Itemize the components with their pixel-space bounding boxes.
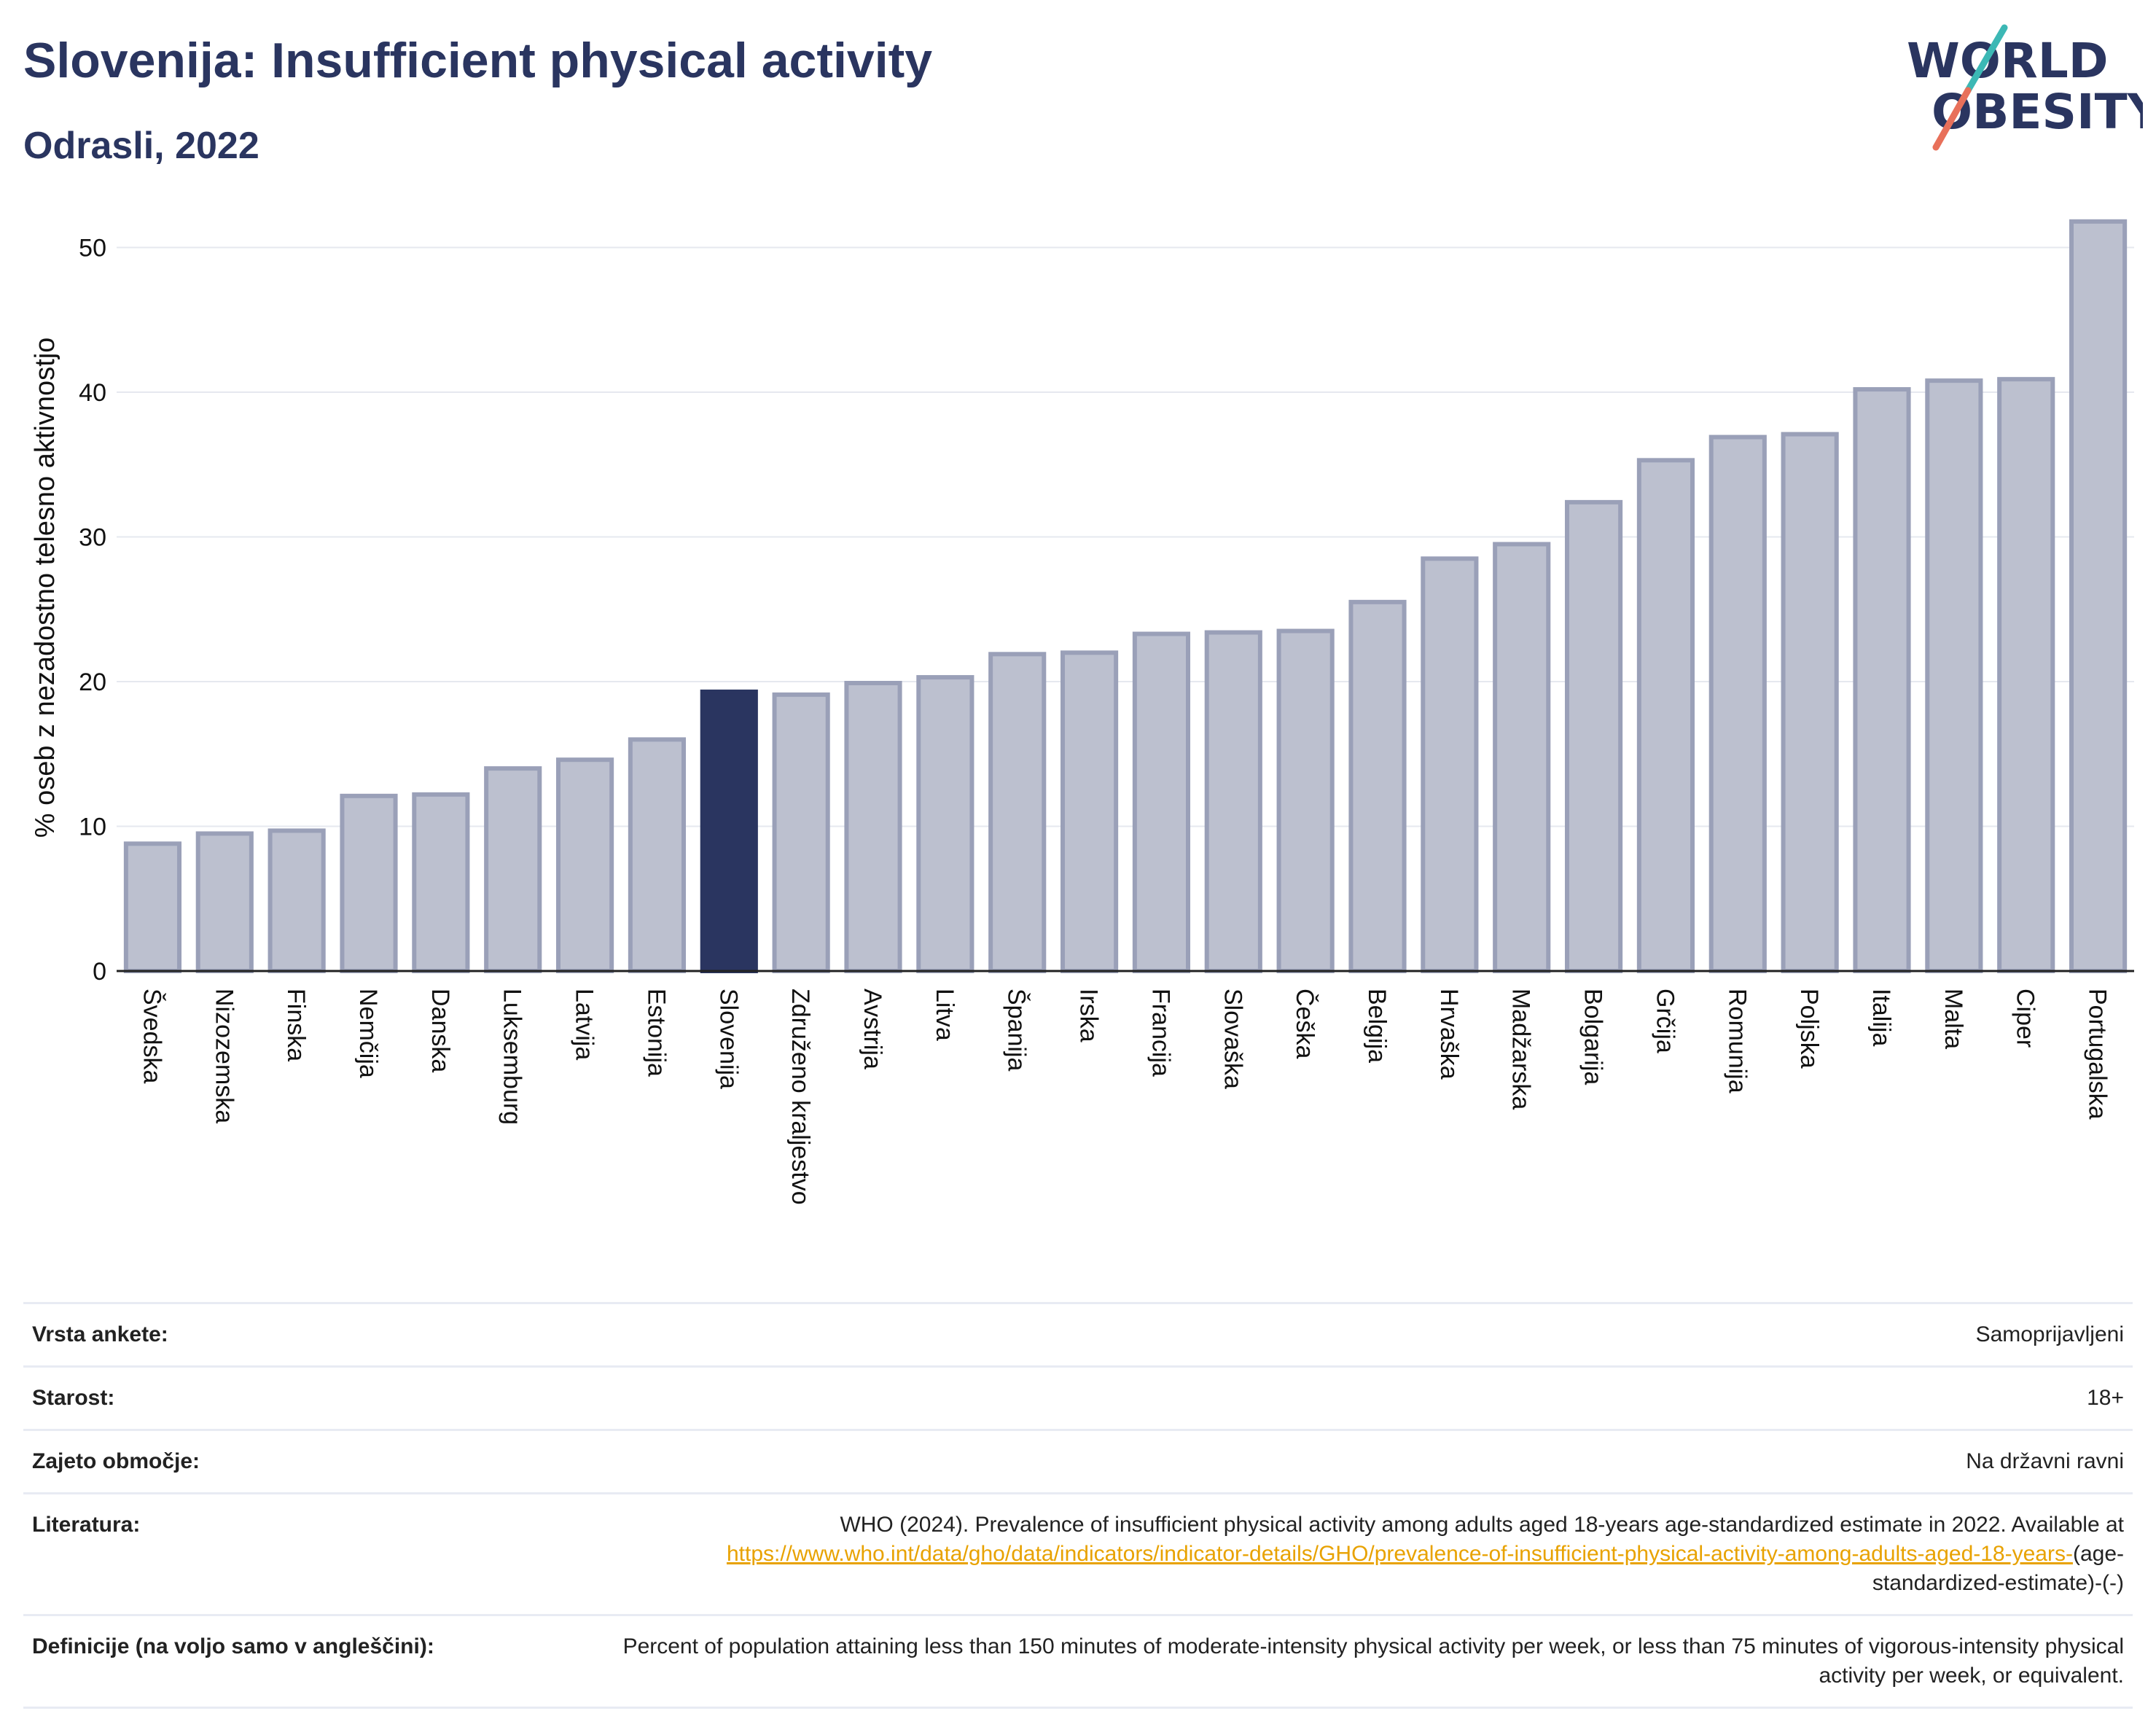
x-tick-label: Finska xyxy=(282,989,310,1061)
x-tick-label: Francija xyxy=(1147,989,1174,1077)
x-tick-label: Poljska xyxy=(1795,989,1823,1069)
x-tick-label: Bolgarija xyxy=(1579,989,1607,1085)
bar-25 xyxy=(1925,378,1983,973)
x-tick-label: Danska xyxy=(426,989,454,1072)
x-tick-label: Madžarska xyxy=(1507,989,1535,1110)
info-row-references: Literatura: WHO (2024). Prevalence of in… xyxy=(23,1493,2133,1615)
reference-suffix: (age-standardized-estimate)-(-) xyxy=(1872,1542,2124,1595)
x-tick-label: Češka xyxy=(1291,989,1319,1058)
y-tick-label: 0 xyxy=(93,958,106,986)
bar-21 xyxy=(1636,458,1695,973)
bar-10 xyxy=(844,681,902,973)
x-tick-label: Portugalska xyxy=(2084,989,2112,1120)
x-tick-label: Litva xyxy=(931,989,958,1041)
bars xyxy=(123,219,2128,974)
bar-13 xyxy=(1060,650,1119,973)
logo-line1: WORLD xyxy=(1907,33,2109,89)
info-value: WHO (2024). Prevalence of insufficient p… xyxy=(595,1494,2133,1615)
info-value: Na državni ravni xyxy=(1966,1449,2124,1473)
info-label: Starost: xyxy=(32,1386,115,1410)
bar-18 xyxy=(1421,556,1479,973)
bar-9 xyxy=(772,692,830,973)
y-tick-label: 50 xyxy=(79,235,106,262)
x-tick-label: Luksemburg xyxy=(499,989,526,1125)
x-tick-label: Italija xyxy=(1867,989,1895,1046)
page-title: Slovenija: Insufficient physical activit… xyxy=(23,33,933,88)
bar-16 xyxy=(1276,628,1335,973)
bar-20 xyxy=(1564,499,1623,973)
bar-7 xyxy=(628,737,687,973)
x-tick-label: Ciper xyxy=(2012,989,2039,1048)
bar-22 xyxy=(1708,434,1767,973)
x-tick-label: Hrvaška xyxy=(1435,989,1463,1080)
bar-15 xyxy=(1204,630,1262,974)
bar-19 xyxy=(1493,542,1551,973)
reference-text: WHO (2024). Prevalence of insufficient p… xyxy=(840,1513,2124,1537)
y-tick-label: 10 xyxy=(79,814,106,841)
info-value: Percent of population attaining less tha… xyxy=(622,1634,2124,1688)
bar-12 xyxy=(988,652,1047,973)
x-tick-label: Švedska xyxy=(138,989,165,1083)
info-label: Literatura: xyxy=(32,1513,141,1537)
y-tick-label: 40 xyxy=(79,379,106,407)
info-value: Samoprijavljeni xyxy=(1975,1322,2124,1346)
x-tick-label: Romunija xyxy=(1723,989,1751,1093)
y-axis-label: % oseb z nezadostno telesno aktivnostjo xyxy=(30,338,60,838)
x-tick-label: Avstrija xyxy=(859,989,886,1069)
info-table: Vrsta ankete: Samoprijavljeni Starost: 1… xyxy=(23,1302,2133,1709)
x-tick-label: Nemčija xyxy=(354,989,382,1078)
x-tick-label: Grčija xyxy=(1651,989,1679,1053)
bar-1 xyxy=(195,831,254,973)
bar-2 xyxy=(267,828,326,974)
info-label: Zajeto območje: xyxy=(32,1449,200,1473)
bar-6 xyxy=(555,757,614,974)
x-tick-label: Španija xyxy=(1003,989,1031,1072)
x-tick-label: Estonija xyxy=(642,989,670,1077)
bar-chart: 0 10 20 30 40 50 Švedska Nizozemska Finska Nemči… xyxy=(30,219,2134,1205)
bar-0 xyxy=(123,841,182,973)
x-tick-label: Nizozemska xyxy=(210,989,238,1123)
bar-14 xyxy=(1132,631,1191,973)
x-tick-label: Slovaška xyxy=(1219,989,1246,1089)
x-tick-label: Latvija xyxy=(571,989,598,1060)
y-tick-label: 20 xyxy=(79,668,106,696)
reference-link[interactable]: https://www.who.int/data/gho/data/indica… xyxy=(726,1542,2073,1566)
bar-8 xyxy=(700,689,758,973)
y-axis-ticks: 0 10 20 30 40 50 xyxy=(79,235,106,986)
bar-23 xyxy=(1781,432,1839,974)
info-row-age: Starost: 18+ xyxy=(23,1366,2133,1430)
x-axis-ticks: Švedska Nizozemska Finska Nemčija Danska Luks… xyxy=(138,989,2111,1205)
bar-11 xyxy=(916,675,975,973)
x-tick-label: Irska xyxy=(1075,989,1103,1042)
info-label: Vrsta ankete: xyxy=(32,1322,168,1346)
bar-17 xyxy=(1348,599,1407,973)
bar-4 xyxy=(412,792,470,973)
x-tick-label: Malta xyxy=(1940,989,1967,1049)
info-row-survey-type: Vrsta ankete: Samoprijavljeni xyxy=(23,1303,2133,1367)
x-tick-label: Slovenija xyxy=(714,989,742,1089)
info-row-coverage: Zajeto območje: Na državni ravni xyxy=(23,1430,2133,1494)
bar-3 xyxy=(340,793,398,973)
x-tick-label: Belgija xyxy=(1363,989,1391,1063)
x-tick-label: Združeno kraljestvo xyxy=(786,989,814,1205)
y-tick-label: 30 xyxy=(79,524,106,552)
bar-26 xyxy=(1997,377,2055,973)
world-obesity-logo: WORLD OBESITY xyxy=(1907,24,2143,151)
info-value: 18+ xyxy=(2087,1386,2124,1410)
bar-27 xyxy=(2069,219,2128,974)
info-row-definitions: Definicije (na voljo samo v angleščini):… xyxy=(23,1615,2133,1708)
info-label: Definicije (na voljo samo v angleščini): xyxy=(32,1634,434,1658)
bar-24 xyxy=(1853,387,1911,973)
page-subtitle: Odrasli, 2022 xyxy=(23,125,259,167)
bar-5 xyxy=(484,766,542,973)
